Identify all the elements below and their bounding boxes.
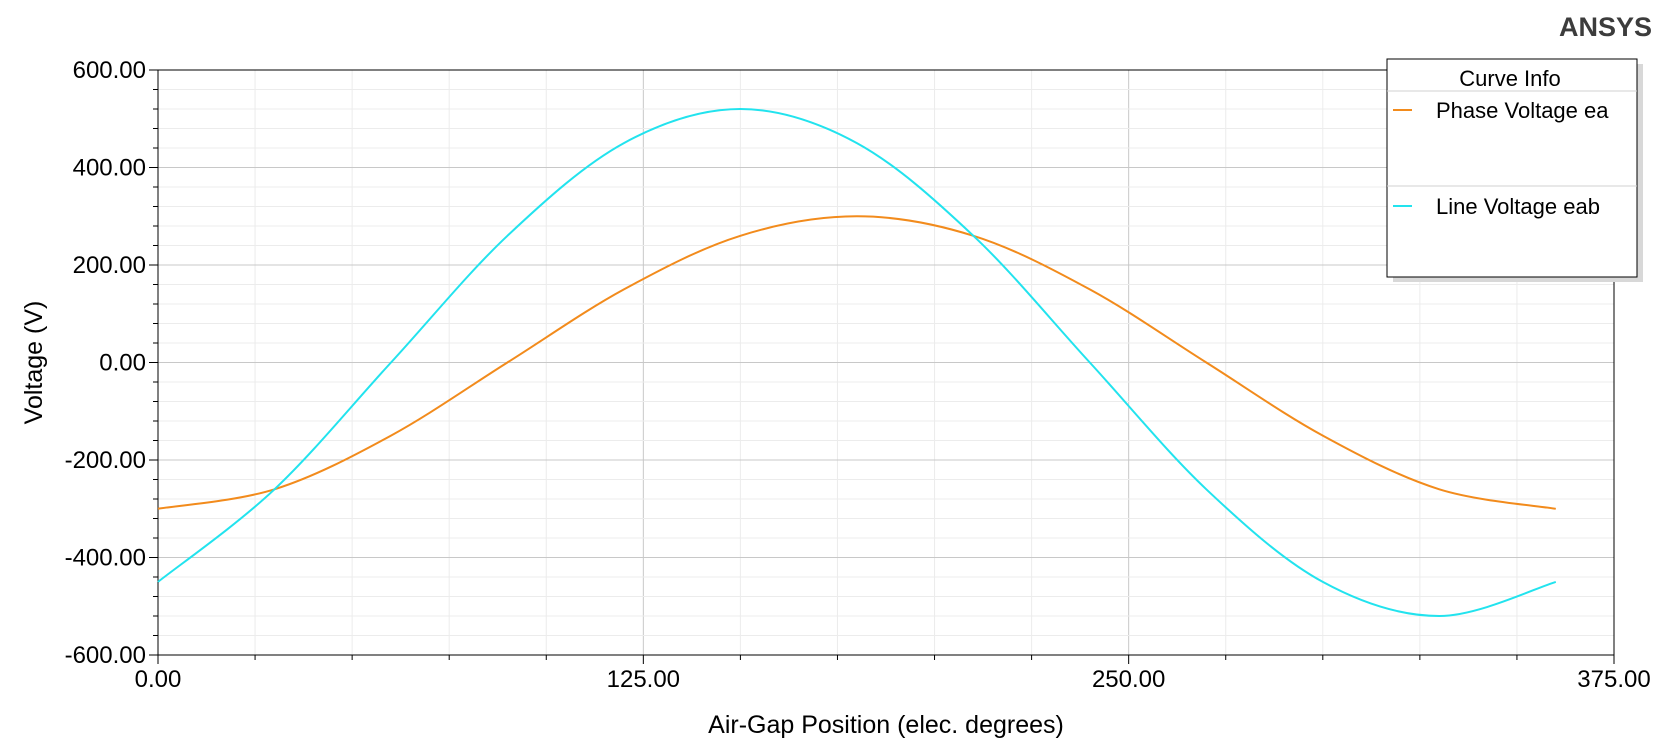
x-tick-label: 125.00	[607, 666, 680, 693]
x-tick-label: 375.00	[1577, 666, 1650, 693]
x-tick-label: 250.00	[1092, 666, 1165, 693]
legend-entry-phase: Phase Voltage ea	[1436, 98, 1609, 123]
series-line-line-voltage	[157, 107, 1557, 618]
series-line-phase-voltage	[157, 215, 1556, 510]
legend-entry-line: Line Voltage eab	[1436, 194, 1600, 219]
x-tick-label: 0.00	[135, 666, 182, 693]
y-tick-label: -600.00	[65, 642, 146, 669]
y-tick-label: 0.00	[99, 350, 146, 377]
legend-box	[1386, 58, 1638, 278]
tick-labels: 0.00 125.00 250.00 375.00 600.00 400.00 200.00…	[65, 57, 1651, 693]
y-tick-label: -200.00	[65, 447, 146, 474]
axis-ticks	[149, 69, 1615, 664]
series-layer	[157, 107, 1557, 618]
legend: Curve Info Phase Voltage ea Line Voltage…	[1386, 58, 1643, 282]
x-axis-label: Air-Gap Position (elec. degrees)	[708, 711, 1064, 739]
y-tick-label: 600.00	[73, 57, 146, 84]
y-axis-label: Voltage (V)	[20, 301, 48, 425]
y-tick-label: -400.00	[65, 545, 146, 572]
ansys-logo-text: ANSYS	[1558, 12, 1652, 42]
y-tick-label: 400.00	[73, 155, 146, 182]
legend-title: Curve Info	[1459, 66, 1561, 91]
y-tick-label: 200.00	[73, 252, 146, 279]
